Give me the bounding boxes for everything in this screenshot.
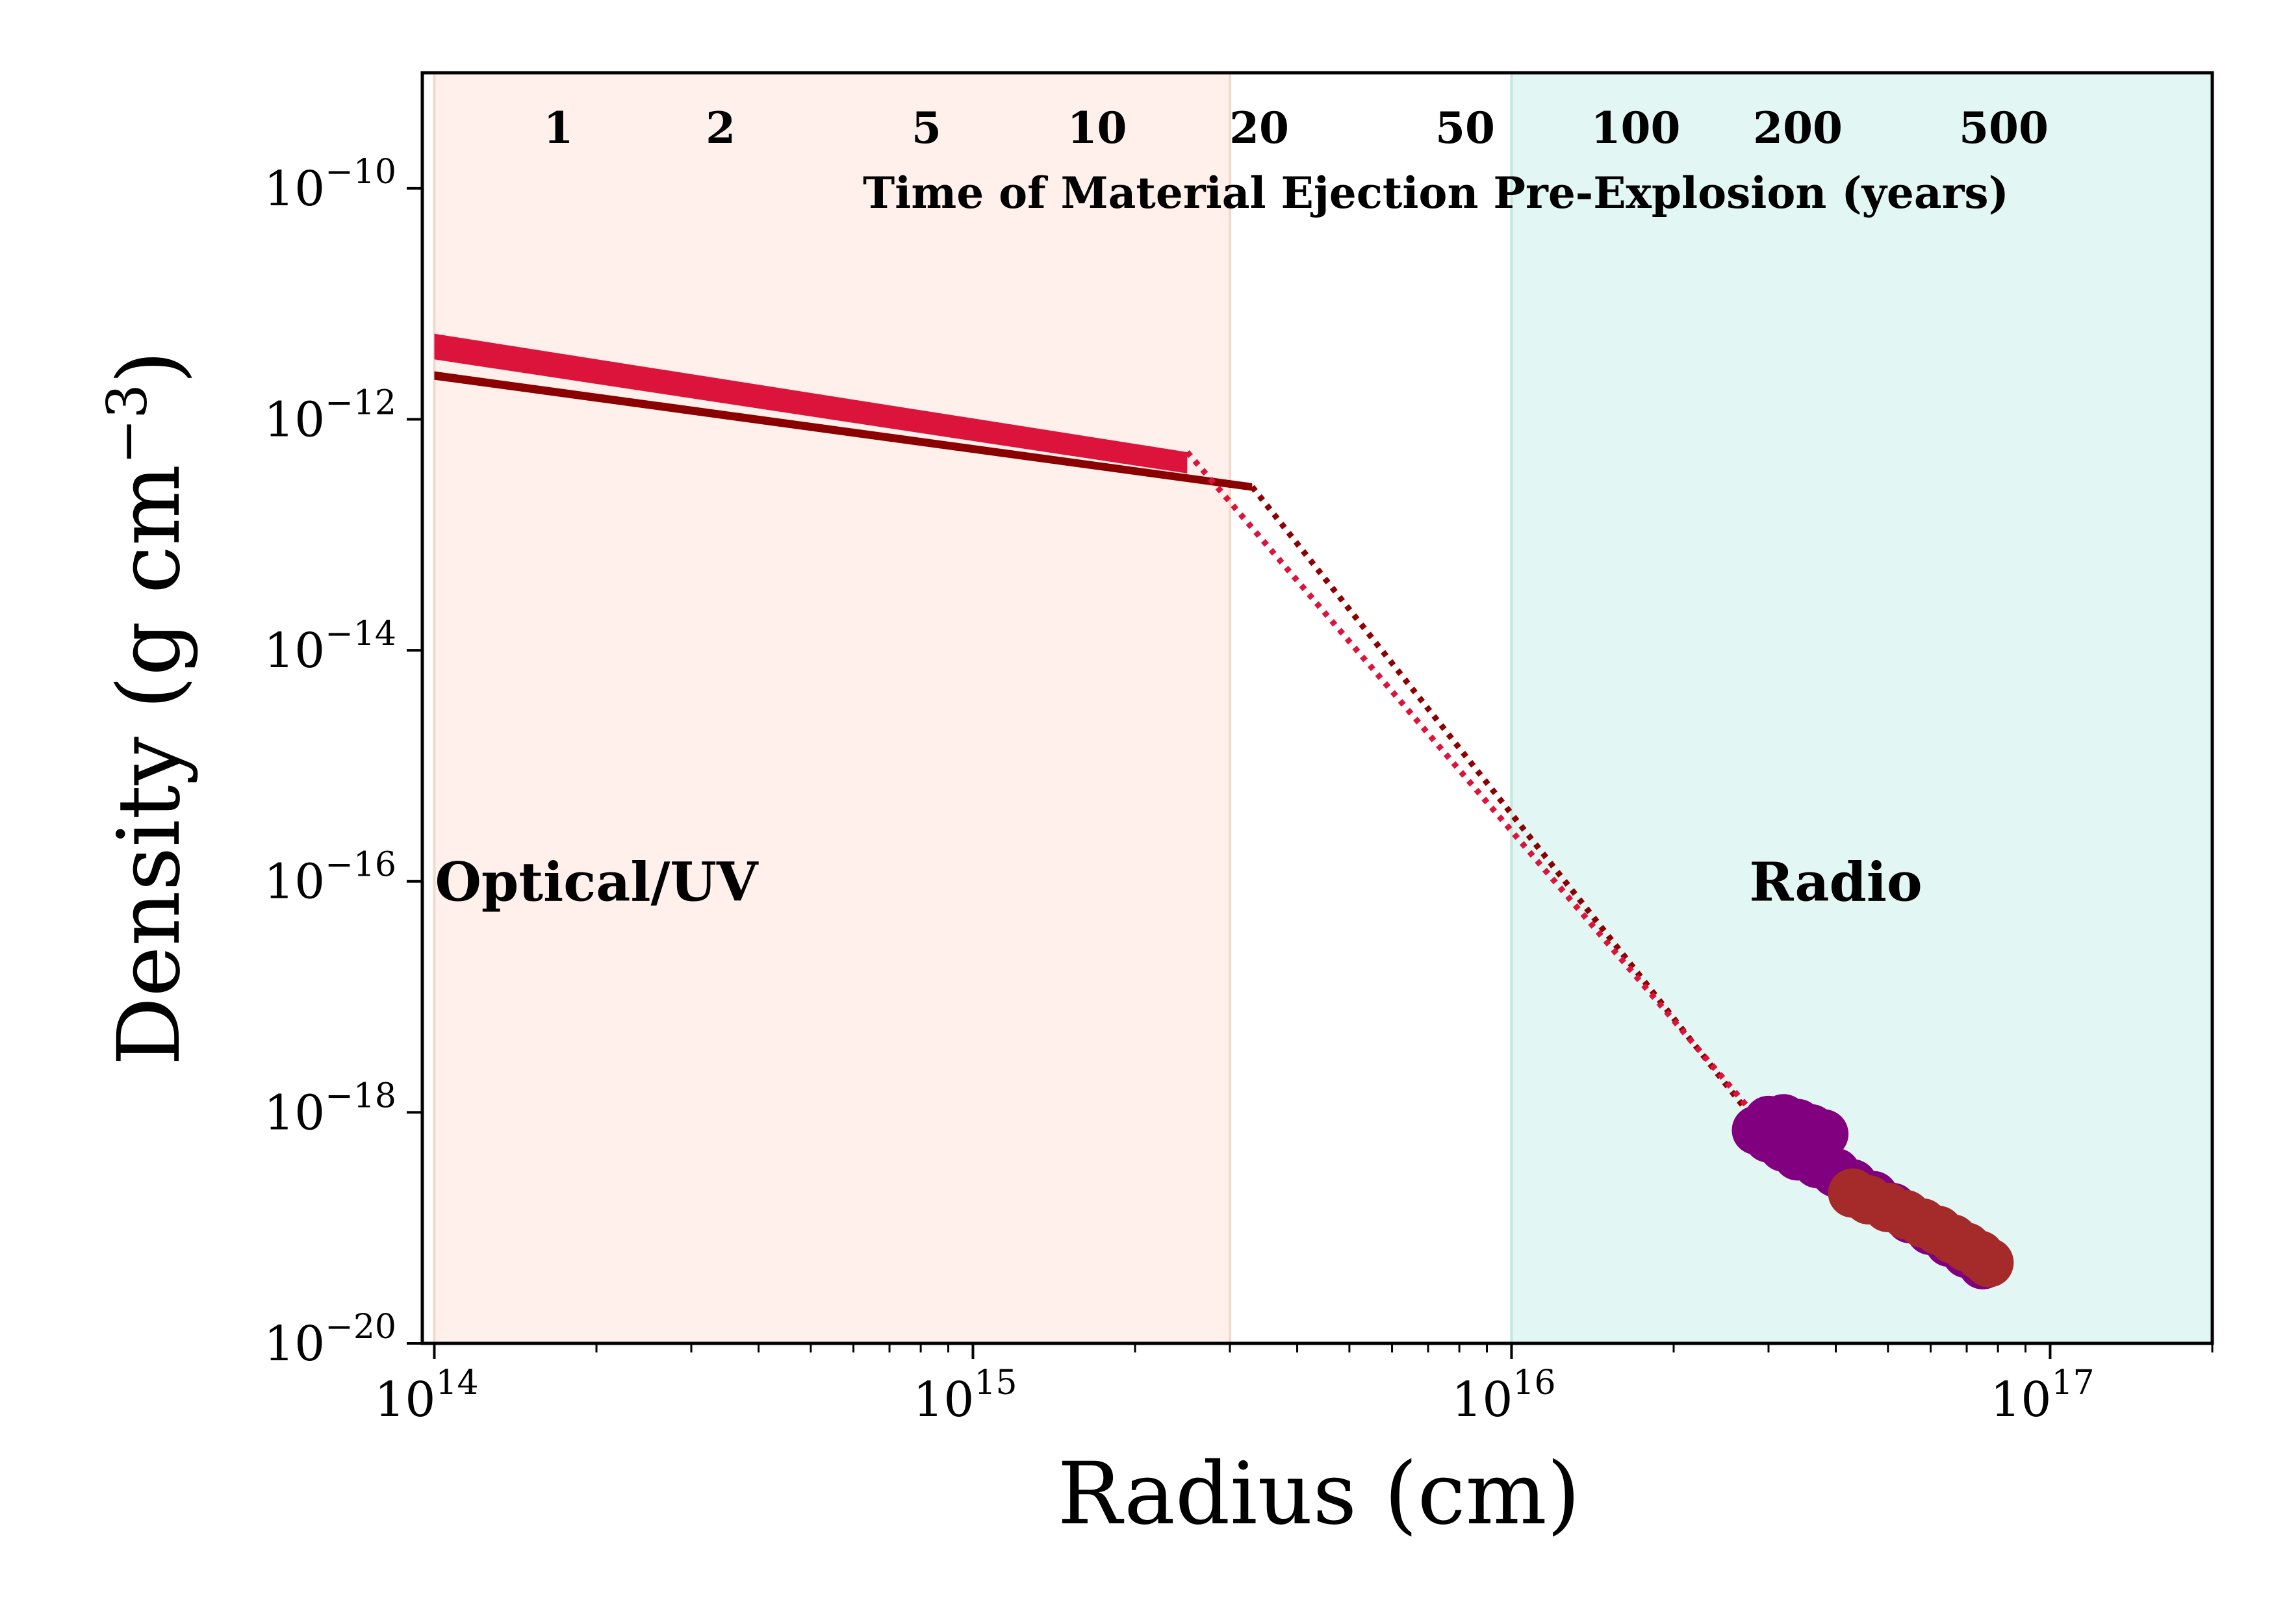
y-tick-label-4: 10−18 [264, 1076, 396, 1141]
top-axis-label-7: 200 [1753, 103, 1843, 153]
region-label-0: Optical/UV [435, 852, 758, 914]
top-axis-layer: Time of Material Ejection Pre-Explosion … [544, 103, 2049, 218]
regions-layer: Optical/UV Radio [433, 73, 2212, 1343]
band-1 [434, 371, 1253, 491]
y-tick-label-1: 10−12 [264, 383, 396, 448]
y-tick-label-5: 10−20 [264, 1308, 396, 1372]
y-tick-label-2: 10−14 [264, 615, 396, 679]
data-point-1-9 [1964, 1237, 2014, 1288]
top-axis-label-8: 500 [1959, 103, 2049, 153]
ticks-layer: 1014 1015 1016 1017 10−10 10−12 10−14 10−16 10−1… [264, 153, 2214, 1428]
y-axis-title: Density (g cm−3) [96, 351, 199, 1066]
top-axis-label-2: 5 [912, 103, 941, 153]
region-1 [1511, 73, 2212, 1343]
dotted-line-1 [1184, 450, 1755, 1115]
band-0 [434, 333, 1188, 474]
x-tick-label-1: 1015 [913, 1364, 1017, 1428]
x-tick-label-3: 1017 [1990, 1364, 2094, 1428]
top-axis-label-4: 20 [1229, 103, 1289, 153]
top-axis-label-3: 10 [1067, 103, 1127, 153]
plot-frame [420, 71, 2214, 1345]
x-axis-title: Radius (cm) [1058, 1444, 1581, 1544]
points-layer [1731, 1094, 2014, 1289]
top-axis-title: Time of Material Ejection Pre-Explosion … [863, 168, 2009, 218]
region-0 [434, 73, 1230, 1343]
x-tick-label-0: 1014 [374, 1364, 478, 1428]
top-axis-label-6: 100 [1591, 103, 1681, 153]
axes-frame [420, 71, 2214, 1345]
x-tick-label-2: 1016 [1451, 1364, 1555, 1428]
y-tick-label-3: 10−16 [264, 846, 396, 910]
y-tick-label-0: 10−10 [264, 153, 396, 217]
lines-layer [434, 333, 1755, 1120]
top-axis-label-5: 50 [1435, 103, 1495, 153]
top-axis-label-1: 2 [706, 103, 735, 153]
top-axis-label-0: 1 [544, 103, 574, 153]
region-label-1: Radio [1749, 852, 1922, 914]
